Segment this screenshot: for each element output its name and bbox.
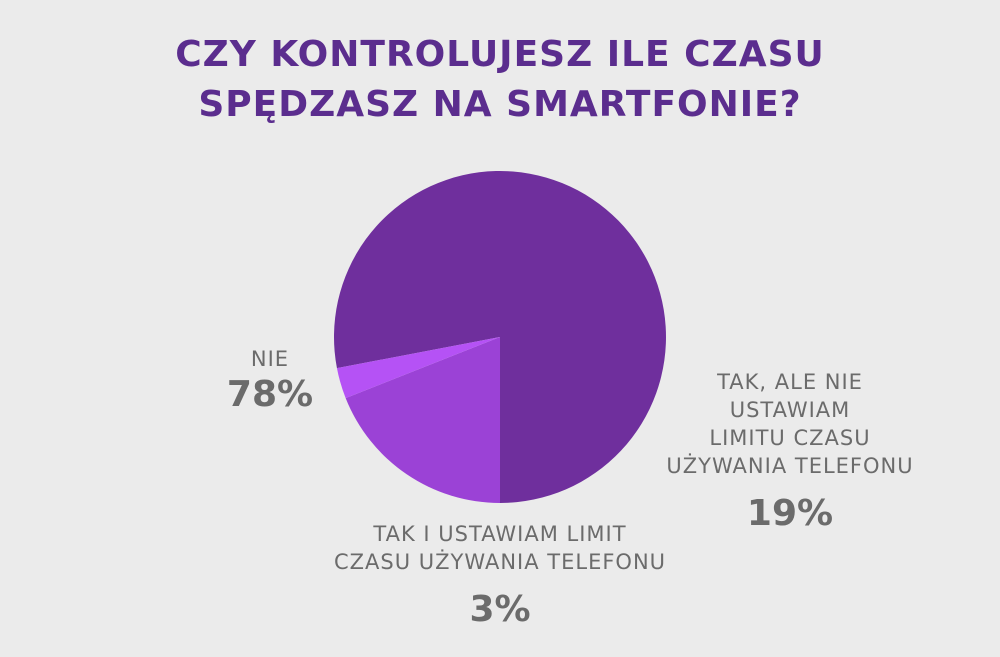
slice-value-label: 19%: [746, 493, 834, 534]
chart-title-line-1: CZY KONTROLUJESZ ILE CZASU: [175, 34, 825, 75]
slice-label-line: LIMITU CZASU: [709, 426, 871, 450]
slice-label-tak-bez-limitu: TAK, ALE NIE USTAWIAM LIMITU CZASU UŻYWA…: [640, 368, 940, 536]
slice-label-line: TAK I USTAWIAM LIMIT: [373, 522, 627, 546]
slice-label-line: UŻYWANIA TELEFONU: [666, 454, 914, 478]
slice-label-line: NIE: [250, 347, 290, 371]
chart-title: CZY KONTROLUJESZ ILE CZASU SPĘDZASZ NA S…: [0, 30, 1000, 130]
chart-title-line-2: SPĘDZASZ NA SMARTFONIE?: [198, 84, 802, 125]
slice-label-line: TAK, ALE NIE: [717, 370, 863, 394]
slice-label-line: USTAWIAM: [729, 398, 851, 422]
slice-value-label: 3%: [469, 589, 531, 630]
pie-slice-tak-bez-limitu: [345, 337, 500, 503]
slice-label-line: CZASU UŻYWANIA TELEFONU: [333, 550, 667, 574]
pie-slice-tak-z-limitem: [336, 337, 500, 399]
pie-slice-nie: [333, 170, 666, 503]
slice-label-tak-z-limitem: TAK I USTAWIAM LIMIT CZASU UŻYWANIA TELE…: [300, 520, 700, 632]
slice-label-nie: NIE 78%: [200, 345, 340, 417]
slice-value-label: 78%: [226, 374, 314, 415]
